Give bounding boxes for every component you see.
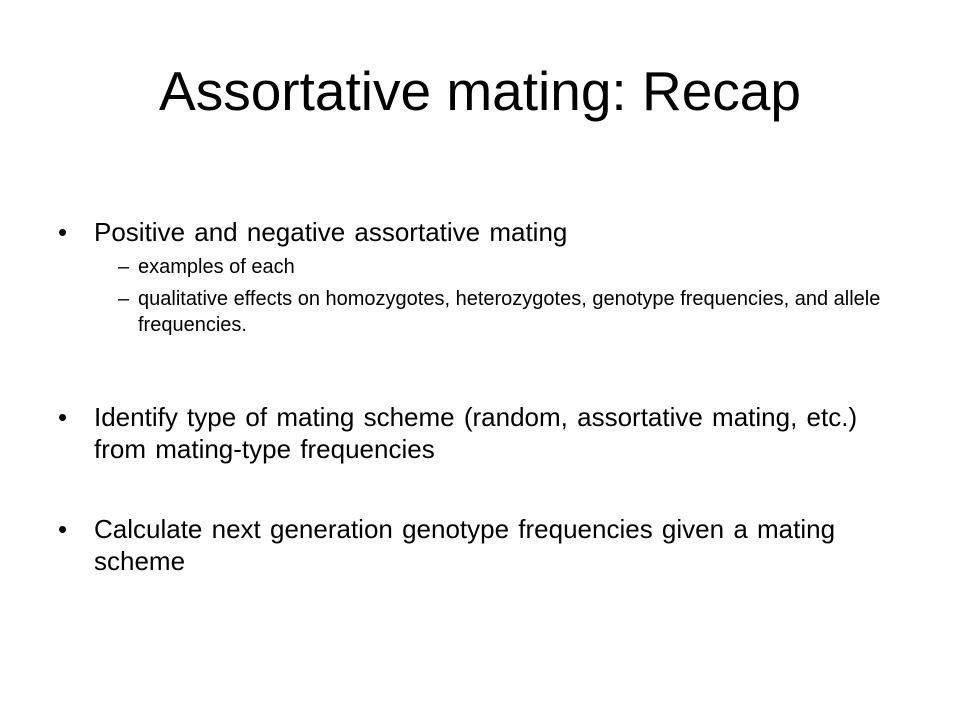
bullet-marker: • <box>58 217 68 247</box>
sub-item-1: – examples of each <box>118 254 898 280</box>
slide-title: Assortative mating: Recap <box>159 60 801 122</box>
bullet-text: Calculate next generation genotype frequ… <box>94 514 836 576</box>
sub-marker: – <box>118 288 130 310</box>
sub-item-2: – qualitative effects on homozygotes, he… <box>118 286 898 338</box>
sub-marker: – <box>118 256 130 278</box>
bullet-item-1: • Positive and negative assortative mati… <box>58 216 898 338</box>
bullet-text: Identify type of mating scheme (random, … <box>94 402 858 464</box>
sub-item-text: qualitative effects on homozygotes, hete… <box>138 288 881 336</box>
bullet-marker: • <box>58 402 68 432</box>
bullet-text: Positive and negative assortative mating <box>94 217 568 247</box>
bullet-item-3: • Calculate next generation genotype fre… <box>58 513 898 577</box>
sub-item-text: examples of each <box>138 256 295 278</box>
bullet-item-2: • Identify type of mating scheme (random… <box>58 401 898 465</box>
bullet-marker: • <box>58 514 68 544</box>
